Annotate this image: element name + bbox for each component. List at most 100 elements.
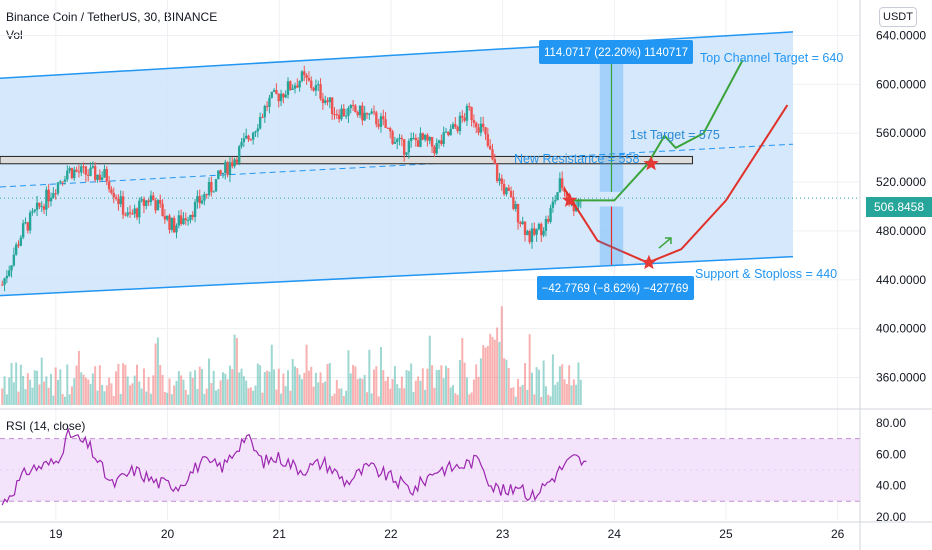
volume-bar [398, 388, 401, 405]
x-tick-label: 21 [273, 527, 287, 541]
candle-body [377, 124, 380, 127]
small-up-arrow-head [664, 237, 672, 245]
volume-bar [36, 370, 39, 405]
volume-bar [519, 386, 522, 405]
candle-body [342, 108, 345, 116]
volume-bar [63, 396, 66, 405]
candle-body [275, 90, 278, 94]
candle-body [349, 104, 352, 109]
volume-bar [338, 388, 341, 405]
volume-bar [5, 394, 8, 405]
volume-bar [368, 349, 371, 405]
volume-bar [219, 380, 222, 405]
volume-bar [410, 363, 413, 405]
volume-bar [314, 372, 317, 405]
volume-bar [419, 380, 422, 405]
volume-bar [307, 370, 310, 405]
volume-bar [275, 389, 278, 405]
volume-bar [161, 374, 164, 405]
volume-bar [201, 369, 204, 405]
bearish-projection-path [563, 104, 789, 264]
volume-bar [435, 369, 438, 405]
measure-up-tooltip [539, 40, 693, 64]
candle-body [217, 170, 220, 180]
volume-bar [579, 379, 582, 405]
volume-bar [500, 306, 503, 405]
candle-body [407, 141, 411, 153]
candle-body [351, 104, 355, 106]
volume-bar [263, 372, 266, 405]
volume-bar [19, 364, 22, 405]
volume-bar [321, 382, 324, 405]
volume-bar [24, 389, 27, 405]
volume-bar [252, 390, 255, 405]
candle-body [263, 105, 266, 118]
candle-body [363, 112, 366, 121]
rsi-band [0, 438, 860, 502]
candle-body [305, 75, 308, 78]
candle-body [333, 114, 336, 116]
volume-bar [461, 337, 464, 405]
candle-body [365, 112, 369, 115]
volume-bar [421, 368, 424, 405]
candle-body [52, 193, 55, 198]
candle-body [84, 166, 88, 175]
candle-body [224, 162, 227, 173]
volume-bar [31, 387, 34, 405]
volume-bar [140, 388, 143, 405]
volume-bar [105, 385, 108, 405]
volume-bar [496, 327, 499, 405]
volume-bar [217, 389, 220, 405]
candle-body [268, 97, 271, 107]
volume-bar [549, 396, 552, 405]
candle-body [370, 111, 373, 114]
volume-bar [256, 363, 259, 405]
y-tick-label: 480.0000 [876, 224, 926, 238]
volume-bar [479, 358, 482, 405]
volume-bar [405, 370, 408, 405]
candle-body [182, 218, 185, 225]
volume-bar [533, 394, 536, 405]
volume-bar [333, 393, 336, 405]
volume-bar [486, 346, 489, 405]
currency-button[interactable]: USDT [879, 7, 917, 27]
volume-bar [43, 381, 46, 405]
candle-body [38, 202, 41, 207]
candle-body [454, 124, 457, 127]
candle-body [210, 182, 213, 192]
volume-bar [221, 372, 224, 405]
candle-body [368, 113, 371, 115]
candle-body [244, 135, 248, 139]
channel-lower-line [0, 255, 794, 297]
candle-body [335, 114, 339, 116]
candle-body [358, 105, 362, 116]
volume-bar [305, 344, 308, 405]
volume-bar [145, 391, 148, 405]
volume-bar [493, 339, 496, 405]
volume-bar [52, 395, 55, 405]
candle-body [172, 217, 176, 233]
volume-bar [417, 376, 420, 405]
candle-body [26, 222, 29, 231]
candle-body [423, 134, 427, 140]
volume-bar [180, 375, 183, 405]
volume-bar [268, 371, 271, 405]
candle-body [402, 139, 406, 155]
candle-body [507, 187, 510, 191]
volume-bar [133, 375, 136, 405]
candle-body [161, 203, 164, 217]
candle-body [500, 178, 503, 184]
volume-bar [70, 386, 73, 405]
candle-body [372, 111, 376, 113]
candle-body [347, 108, 350, 116]
x-tick-label: 22 [384, 527, 398, 541]
volume-bar [61, 393, 64, 405]
candle-body [24, 222, 27, 224]
candle-body [526, 231, 529, 235]
candle-body [121, 196, 125, 215]
volume-bar [303, 372, 306, 405]
candle-body [154, 200, 157, 211]
candle-body [486, 134, 490, 146]
candle-body [556, 192, 559, 201]
y-tick-label: 400.0000 [876, 322, 926, 336]
